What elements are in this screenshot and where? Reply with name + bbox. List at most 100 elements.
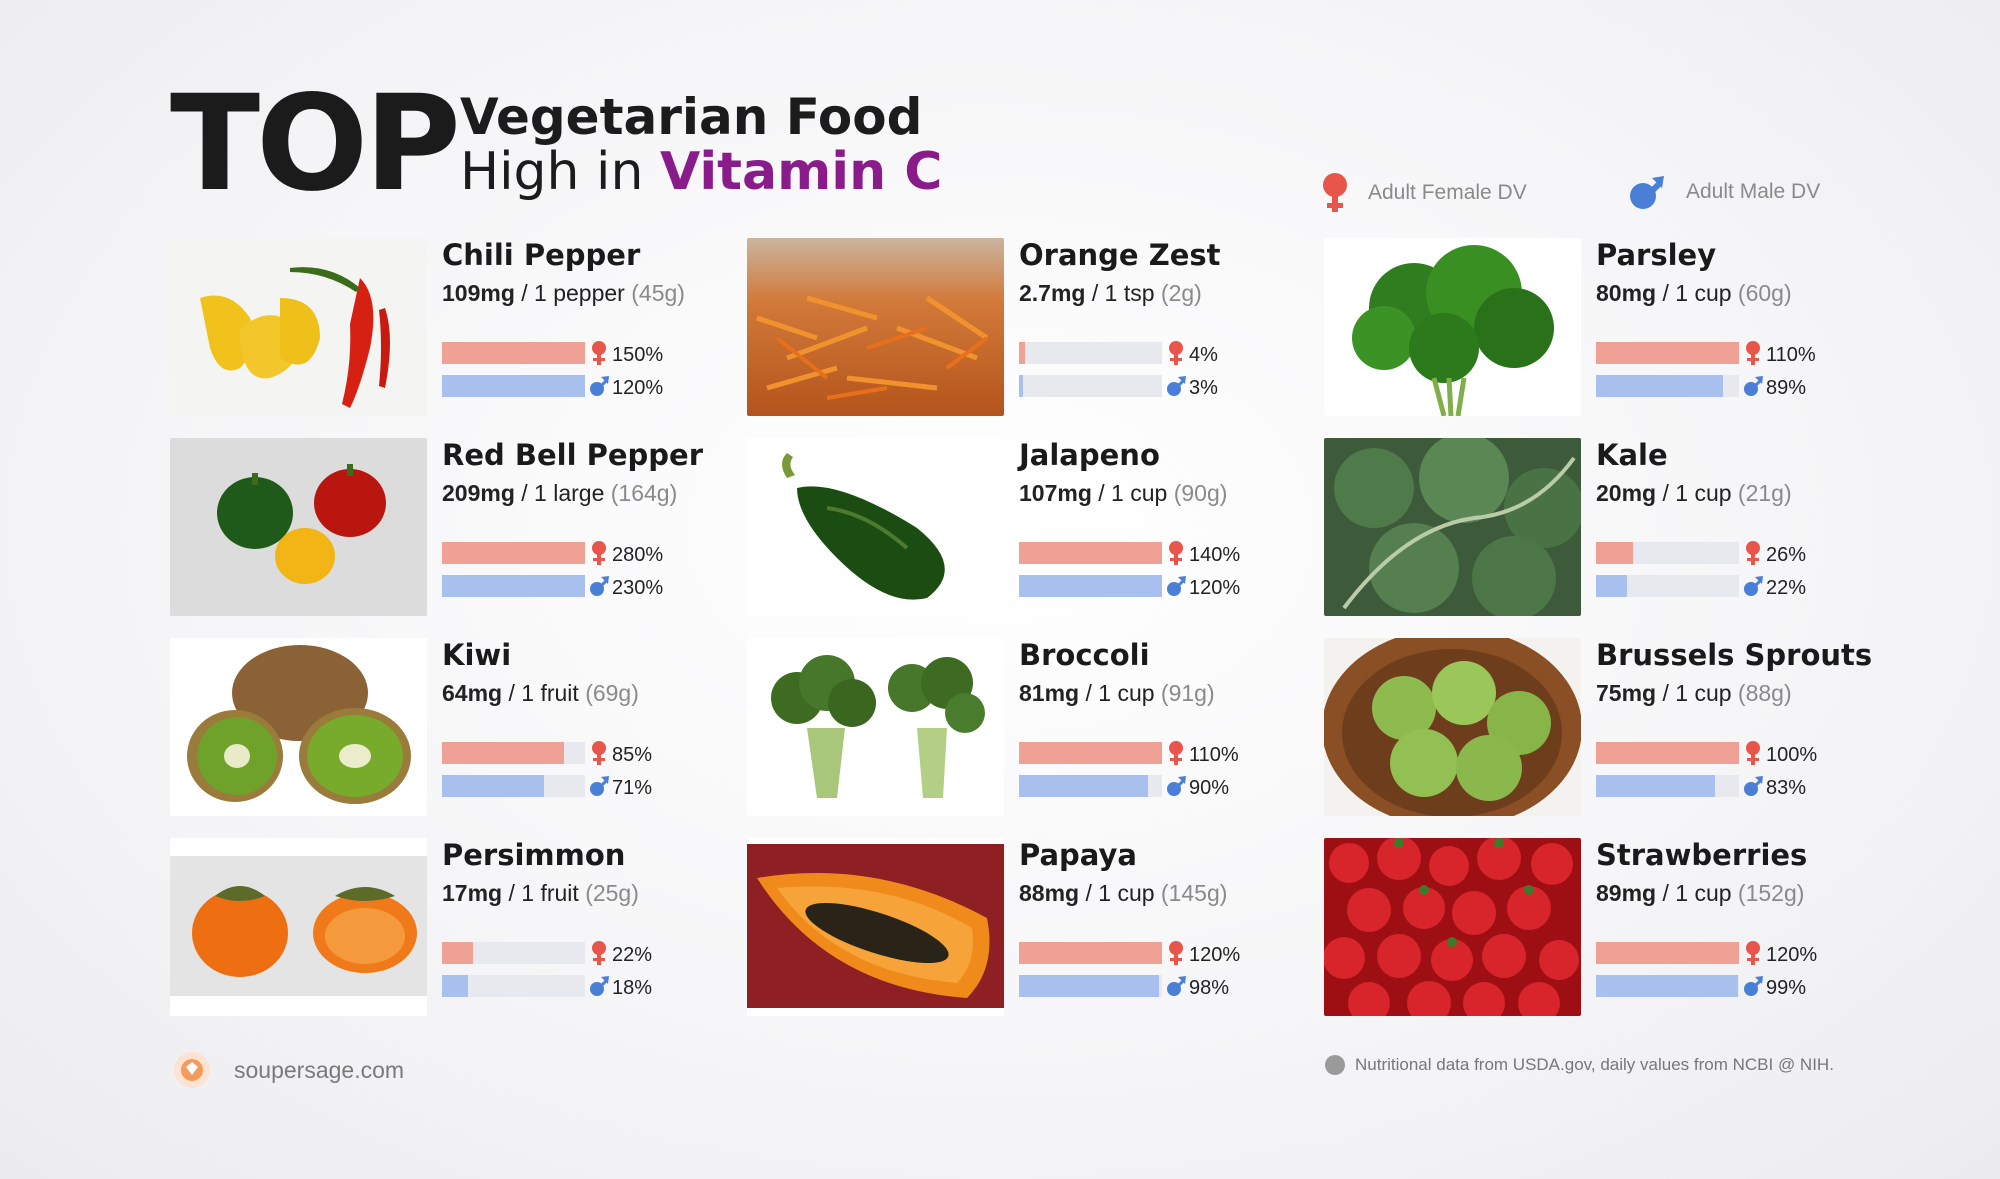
male-dv-percent: 83% [1766,777,1807,799]
male-dv-row: 230% [442,575,742,599]
site-link[interactable]: soupersage.com [234,1056,405,1083]
male-symbol-icon [1744,576,1763,596]
female-symbol-icon [592,741,606,765]
male-dv-percent: 22% [1766,577,1807,599]
male-symbol-icon [1744,976,1763,996]
food-serving: 2.7mg / 1 tsp (2g) [1019,280,1202,307]
serving-grams: (25g) [585,880,639,906]
male-dv-track [442,575,585,597]
female-dv-bar [1019,342,1025,364]
parsley-image [1324,238,1581,416]
food-name: Persimmon [442,838,626,872]
jalapeno-image [747,438,1004,616]
male-dv-bar [1596,975,1738,997]
info-dot-icon [1325,1055,1345,1075]
serving-grams: (21g) [1737,480,1792,506]
male-dv-bar [1019,375,1024,397]
food-card: Brussels Sprouts 75mg / 1 cup (88g) 100%… [1324,638,1884,818]
serving-grams: (2g) [1160,280,1202,306]
vitamin-c-amount: 89mg [1596,880,1657,906]
female-dv-track [1019,742,1162,764]
serving-grams: (90g) [1173,480,1228,506]
food-card: Persimmon 17mg / 1 fruit (25g) 22% 18% [170,838,730,1018]
serving-grams: (152g) [1737,880,1805,906]
food-serving: 80mg / 1 cup (60g) [1596,280,1792,307]
kiwi-image [170,638,427,816]
food-serving: 81mg / 1 cup (91g) [1019,680,1215,707]
food-card: Kiwi 64mg / 1 fruit (69g) 85% 71% [170,638,730,818]
female-dv-percent: 120% [1766,944,1818,966]
male-dv-row: 18% [442,975,742,999]
food-serving: 75mg / 1 cup (88g) [1596,680,1792,707]
male-dv-bar [442,975,468,997]
female-dv-bar [1596,742,1739,764]
female-dv-percent: 22% [612,944,653,966]
female-dv-track [442,942,585,964]
female-dv-row: 120% [1019,941,1319,966]
female-dv-track [1596,942,1739,964]
footer-brand[interactable]: soupersage.com [172,1050,404,1090]
male-dv-percent: 230% [612,577,664,599]
female-dv-percent: 280% [612,544,664,566]
male-dv-track [442,975,585,997]
serving-unit: / 1 large [521,480,605,506]
male-dv-percent: 98% [1189,977,1230,999]
food-serving: 109mg / 1 pepper (45g) [442,280,685,307]
food-serving: 64mg / 1 fruit (69g) [442,680,639,707]
serving-grams: (88g) [1737,680,1792,706]
female-dv-track [1019,542,1162,564]
female-dv-track [1596,542,1739,564]
female-dv-percent: 4% [1189,344,1218,366]
male-dv-percent: 18% [612,977,653,999]
female-dv-bar [442,742,564,764]
serving-unit: / 1 cup [1662,280,1732,306]
vitamin-c-amount: 88mg [1019,880,1080,906]
male-dv-track [1019,975,1162,997]
vitamin-c-amount: 20mg [1596,480,1657,506]
female-dv-row: 26% [1596,541,1896,566]
female-dv-bar [442,942,474,964]
food-serving: 20mg / 1 cup (21g) [1596,480,1792,507]
title-accent: Vitamin C [659,142,943,202]
male-dv-track [1019,575,1162,597]
male-dv-percent: 71% [612,777,653,799]
female-symbol-icon [592,541,606,565]
red-bell-pepper-image [170,438,427,616]
female-dv-row: 150% [442,341,742,366]
female-dv-percent: 85% [612,744,653,766]
male-symbol-icon [590,776,609,796]
legend-male-label: Adult Male DV [1686,180,1821,203]
male-dv-bar [1019,575,1162,597]
orange-zest-image [747,238,1004,416]
male-symbol-icon [590,376,609,396]
legend-female-label: Adult Female DV [1368,181,1527,204]
female-dv-bar [1596,342,1739,364]
food-name: Strawberries [1596,838,1808,872]
male-dv-percent: 89% [1766,377,1807,399]
female-dv-bar [442,342,585,364]
female-dv-bar [1596,942,1739,964]
food-serving: 107mg / 1 cup (90g) [1019,480,1227,507]
male-symbol-icon [590,576,609,596]
male-dv-track [1019,775,1162,797]
female-dv-row: 110% [1596,341,1896,366]
female-symbol-icon [1746,741,1760,765]
male-dv-row: 89% [1596,375,1896,399]
male-dv-track [1019,375,1162,397]
male-dv-percent: 90% [1189,777,1230,799]
male-symbol-icon [1167,776,1186,796]
male-symbol-icon [1167,976,1186,996]
vitamin-c-amount: 17mg [442,880,503,906]
food-name: Broccoli [1019,638,1150,672]
male-symbol-icon [1744,776,1763,796]
strawberries-image [1324,838,1581,1016]
title-line-2: High in Vitamin C [460,142,943,202]
serving-grams: (91g) [1160,680,1215,706]
title-line-1: Vegetarian Food [460,88,923,146]
male-dv-bar [1596,375,1724,397]
soupersage-logo-icon [174,1052,210,1088]
female-dv-track [442,542,585,564]
male-dv-percent: 3% [1189,377,1218,399]
female-dv-percent: 110% [1189,744,1239,766]
serving-unit: / 1 cup [1085,680,1155,706]
